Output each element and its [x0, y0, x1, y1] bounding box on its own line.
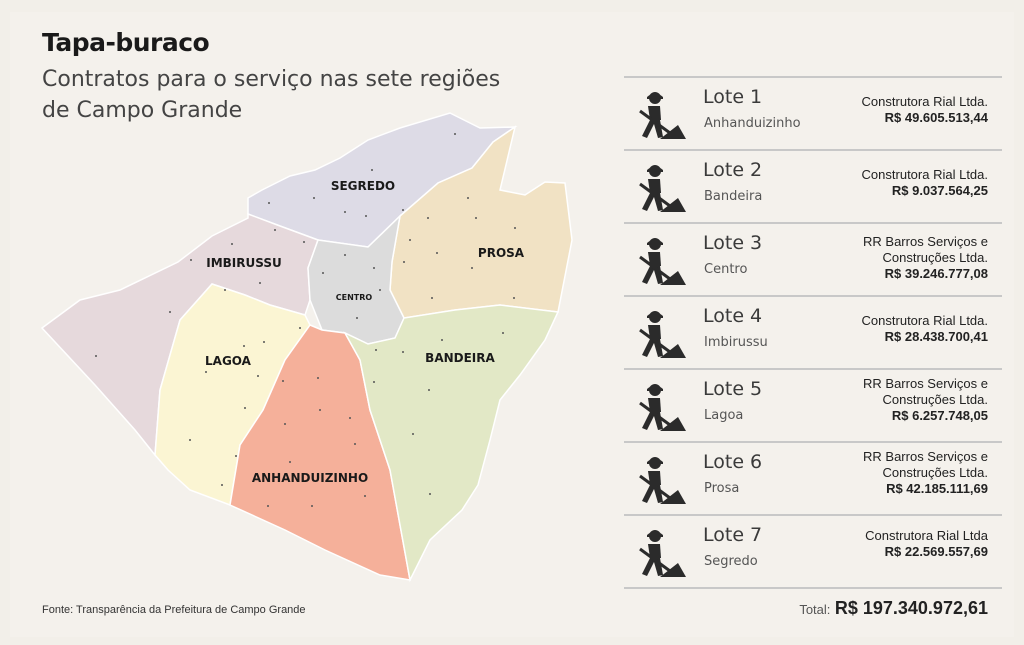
- lot-row: Lote 7 Segredo Construtora Rial Ltda R$ …: [624, 516, 1002, 589]
- lot-amount: R$ 9.037.564,25: [891, 183, 988, 198]
- lot-name: Lote 3: [703, 232, 763, 254]
- lot-row: Lote 6 Prosa RR Barros Serviços e Constr…: [624, 443, 1002, 516]
- lot-name: Lote 6: [703, 451, 763, 473]
- lot-row: Lote 1 Anhanduizinho Construtora Rial Lt…: [624, 78, 1002, 151]
- region-label-lagoa: LAGOA: [205, 354, 252, 368]
- road-worker-shovel-icon: [639, 530, 686, 577]
- lot-name: Lote 4: [703, 305, 763, 327]
- lot-region: Bandeira: [704, 189, 763, 204]
- lot-region: Imbirussu: [704, 335, 768, 350]
- page-subtitle: Contratos para o serviço nas sete regiõe…: [42, 67, 501, 123]
- lot-region: Lagoa: [704, 408, 744, 423]
- lot-info: RR Barros Serviços e Construções Ltda. R…: [823, 449, 988, 497]
- road-worker-shovel-icon: [639, 238, 686, 285]
- lot-info: RR Barros Serviços e Construções Ltda. R…: [823, 376, 988, 424]
- lot-region: Anhanduizinho: [704, 116, 801, 131]
- region-label-anhanduizinho: ANHANDUIZINHO: [252, 471, 368, 485]
- road-worker-shovel-icon: [639, 165, 686, 212]
- region-label-prosa: PROSA: [478, 246, 525, 260]
- total-label: Total:: [799, 602, 831, 617]
- region-label-imbirussu: IMBIRUSSU: [206, 256, 282, 270]
- lot-amount: R$ 49.605.513,44: [884, 110, 988, 125]
- lot-info: Construtora Rial Ltda. R$ 28.438.700,41: [823, 313, 988, 345]
- lot-name: Lote 2: [703, 159, 763, 181]
- lot-company: Construtora Rial Ltda.: [861, 94, 988, 109]
- region-label-centro: CENTRO: [336, 293, 373, 302]
- total-amount: Total: R$ 197.340.972,61: [799, 598, 988, 619]
- contracts-list: Lote 1 Anhanduizinho Construtora Rial Lt…: [624, 76, 1002, 589]
- region-label-bandeira: BANDEIRA: [425, 351, 495, 365]
- lot-name: Lote 7: [703, 524, 763, 546]
- page-title: Tapa-buraco: [42, 28, 210, 57]
- lot-amount: R$ 6.257.748,05: [891, 408, 988, 423]
- lot-amount: R$ 42.185.111,69: [886, 481, 988, 496]
- neighborhood-markers: [95, 133, 516, 507]
- lot-row: Lote 4 Imbirussu Construtora Rial Ltda. …: [624, 297, 1002, 370]
- lot-company: RR Barros Serviços e Construções Ltda.: [863, 234, 988, 265]
- lot-company: RR Barros Serviços e Construções Ltda.: [863, 449, 988, 480]
- lot-company: Construtora Rial Ltda.: [861, 167, 988, 182]
- lot-region: Centro: [704, 262, 748, 277]
- source-note: Fonte: Transparência da Prefeitura de Ca…: [42, 604, 306, 616]
- lot-info: RR Barros Serviços e Construções Ltda. R…: [823, 234, 988, 282]
- lot-company: Construtora Rial Ltda.: [861, 313, 988, 328]
- lot-row: Lote 3 Centro RR Barros Serviços e Const…: [624, 224, 1002, 297]
- lot-row: Lote 2 Bandeira Construtora Rial Ltda. R…: [624, 151, 1002, 224]
- lot-amount: R$ 22.569.557,69: [884, 544, 988, 559]
- road-worker-shovel-icon: [639, 92, 686, 139]
- lot-row: Lote 5 Lagoa RR Barros Serviços e Constr…: [624, 370, 1002, 443]
- region-bandeira: [343, 304, 560, 583]
- region-label-segredo: SEGREDO: [331, 179, 395, 193]
- lot-name: Lote 5: [703, 378, 763, 400]
- total-value: R$ 197.340.972,61: [834, 598, 988, 618]
- lot-name: Lote 1: [703, 86, 763, 108]
- lot-info: Construtora Rial Ltda. R$ 9.037.564,25: [823, 167, 988, 199]
- lot-amount: R$ 39.246.777,08: [884, 266, 988, 281]
- lot-info: Construtora Rial Ltda. R$ 49.605.513,44: [823, 94, 988, 126]
- lot-company: Construtora Rial Ltda: [865, 528, 988, 543]
- lot-amount: R$ 28.438.700,41: [884, 329, 988, 344]
- lot-region: Prosa: [704, 481, 740, 496]
- lot-info: Construtora Rial Ltda R$ 22.569.557,69: [823, 528, 988, 560]
- road-worker-shovel-icon: [639, 384, 686, 431]
- road-worker-shovel-icon: [639, 457, 686, 504]
- lot-company: RR Barros Serviços e Construções Ltda.: [863, 376, 988, 407]
- road-worker-shovel-icon: [639, 311, 686, 358]
- lot-region: Segredo: [704, 554, 758, 569]
